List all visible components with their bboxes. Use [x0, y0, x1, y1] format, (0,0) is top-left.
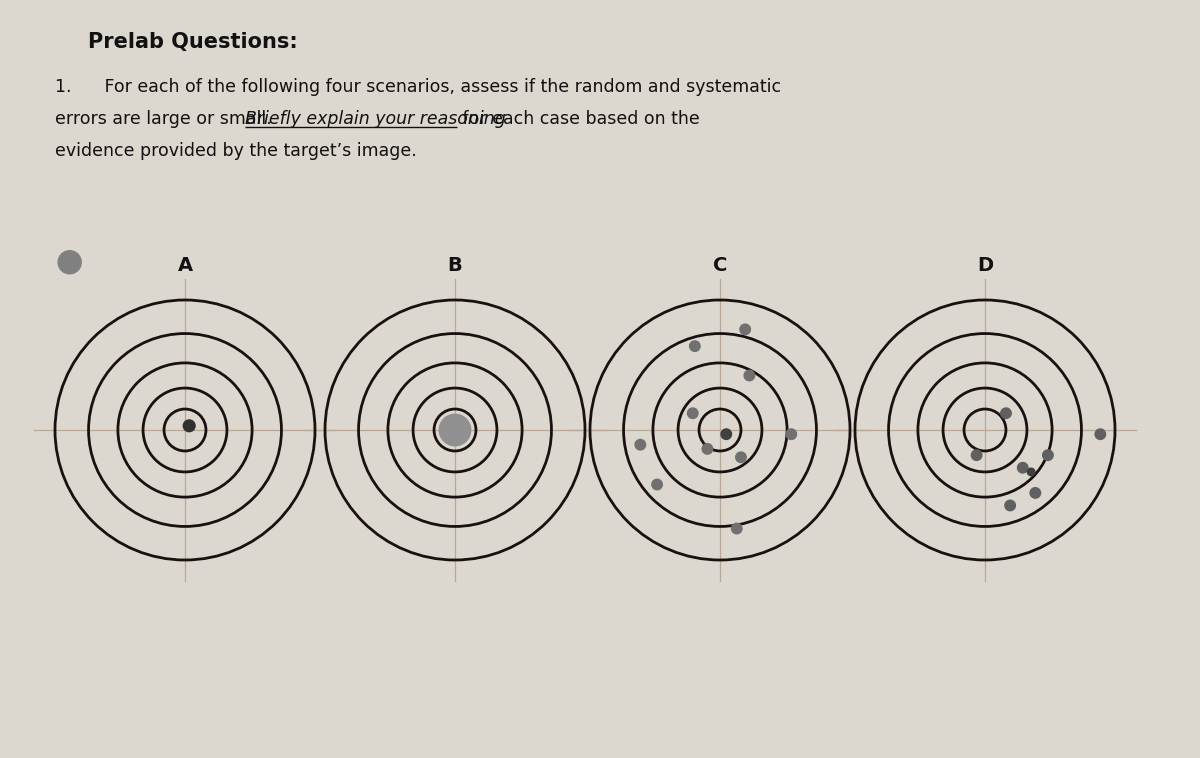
Circle shape [1027, 468, 1034, 476]
Circle shape [184, 420, 196, 431]
Circle shape [721, 429, 732, 440]
Text: B: B [448, 256, 462, 275]
Circle shape [58, 251, 82, 274]
Circle shape [690, 341, 700, 352]
Circle shape [652, 479, 662, 490]
Circle shape [744, 370, 755, 381]
Text: for each case based on the: for each case based on the [457, 110, 700, 128]
Circle shape [1004, 500, 1015, 511]
Text: C: C [713, 256, 727, 275]
Circle shape [439, 415, 470, 446]
Circle shape [688, 408, 698, 418]
Circle shape [635, 440, 646, 450]
Circle shape [740, 324, 750, 334]
Text: 1.      For each of the following four scenarios, assess if the random and syste: 1. For each of the following four scenar… [55, 78, 781, 96]
Circle shape [702, 443, 713, 454]
Text: Prelab Questions:: Prelab Questions: [88, 32, 298, 52]
Text: A: A [178, 256, 192, 275]
Circle shape [1001, 408, 1012, 418]
Circle shape [736, 452, 746, 462]
Text: D: D [977, 256, 994, 275]
Text: Briefly explain your reasoning: Briefly explain your reasoning [245, 110, 506, 128]
Text: errors are large or small.: errors are large or small. [55, 110, 277, 128]
Circle shape [1030, 487, 1040, 498]
Circle shape [732, 523, 742, 534]
Text: evidence provided by the target’s image.: evidence provided by the target’s image. [55, 142, 416, 160]
Circle shape [1043, 450, 1054, 460]
Circle shape [786, 429, 797, 440]
Circle shape [1018, 462, 1028, 473]
Circle shape [971, 450, 982, 460]
Circle shape [1096, 429, 1105, 440]
